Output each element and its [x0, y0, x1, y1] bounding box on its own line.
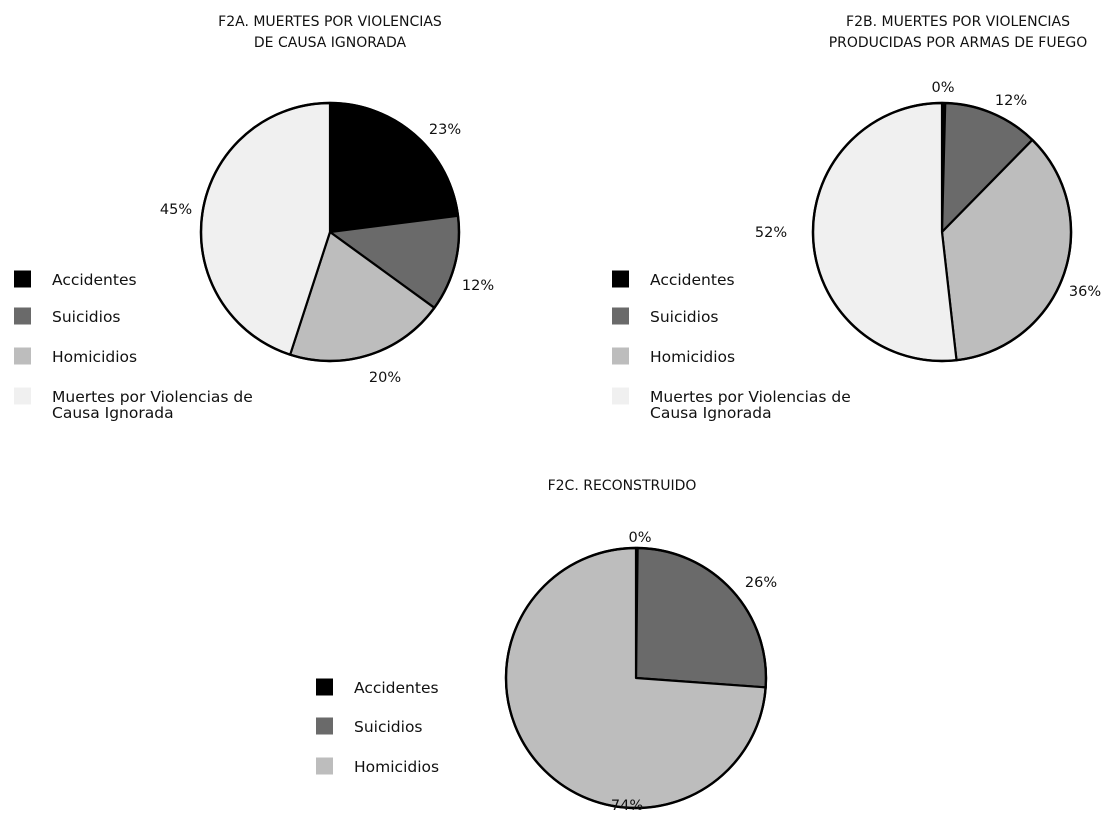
f2a-legend-label: Suicidios	[52, 308, 121, 326]
f2b-pct-label: 12%	[995, 93, 1027, 109]
f2b-legend-label: Suicidios	[650, 308, 719, 326]
f2c-pct-label: 26%	[745, 575, 777, 591]
f2a-legend-swatch	[14, 347, 31, 365]
f2b-title-line-2: PRODUCIDAS POR ARMAS DE FUEGO	[829, 35, 1088, 51]
f2b-slice-muertes	[811, 101, 958, 363]
f2b-chart: F2B. MUERTES POR VIOLENCIAS PRODUCIDAS PO…	[612, 14, 1101, 422]
f2c-title-line-1: F2C. RECONSTRUIDO	[548, 478, 697, 494]
f2c-legend-swatch	[316, 757, 333, 775]
f2b-pct-label: 0%	[931, 80, 954, 96]
f2a-pct-label: 45%	[160, 202, 192, 218]
f2a-pct-label: 12%	[462, 278, 494, 294]
f2a-pct-label: 20%	[369, 370, 401, 386]
f2a-title-line-2: DE CAUSA IGNORADA	[254, 35, 407, 51]
f2a-legend-swatch	[14, 270, 31, 288]
f2c-legend-swatch	[316, 717, 333, 735]
f2c-legend-label: Homicidios	[354, 758, 439, 776]
f2a-legend-label: Accidentes	[52, 271, 137, 289]
f2b-legend-label: Accidentes	[650, 271, 735, 289]
f2b-legend-swatch	[612, 347, 629, 365]
f2c-legend: Accidentes Suicidios Homicidios	[316, 678, 439, 776]
f2c-slice-suicidios	[634, 546, 768, 689]
f2a-legend-swatch	[14, 387, 31, 405]
f2b-legend-swatch	[612, 270, 629, 288]
f2c-pct-label: 74%	[611, 798, 643, 814]
f2a-legend-label: Causa Ignorada	[52, 404, 174, 422]
f2a-pct-label: 23%	[429, 122, 461, 138]
f2c-legend-label: Suicidios	[354, 718, 423, 736]
f2a-legend-label: Homicidios	[52, 348, 137, 366]
f2c-pie-outline	[504, 546, 768, 810]
f2b-pct-label: 52%	[755, 225, 787, 241]
f2b-legend-label: Causa Ignorada	[650, 404, 772, 422]
f2b-pct-label: 36%	[1069, 284, 1101, 300]
f2a-legend: Accidentes Suicidios Homicidios Muertes por…	[14, 270, 253, 422]
f2a-title-line-1: F2A. MUERTES POR VIOLENCIAS	[218, 14, 442, 30]
f2c-legend-swatch	[316, 678, 333, 696]
f2c-chart: F2C. RECONSTRUIDO 0% 26% 74% Accidentes Suici…	[316, 478, 777, 814]
f2b-legend-swatch	[612, 387, 629, 405]
f2a-pie-outline	[199, 101, 461, 363]
f2a-legend-swatch	[14, 307, 31, 325]
f2b-title-line-1: F2B. MUERTES POR VIOLENCIAS	[846, 14, 1070, 30]
f2a-legend-label: Muertes por Violencias de	[52, 388, 253, 406]
f2a-chart: F2A. MUERTES POR VIOLENCIAS DE CAUSA IGNO…	[14, 14, 494, 422]
f2b-legend-swatch	[612, 307, 629, 325]
f2b-legend: Accidentes Suicidios Homicidios Muertes por…	[612, 270, 851, 422]
f2c-pct-label: 0%	[628, 530, 651, 546]
f2b-legend-label: Muertes por Violencias de	[650, 388, 851, 406]
f2b-pie-outline	[811, 101, 1073, 363]
f2c-legend-label: Accidentes	[354, 679, 439, 697]
f2b-legend-label: Homicidios	[650, 348, 735, 366]
